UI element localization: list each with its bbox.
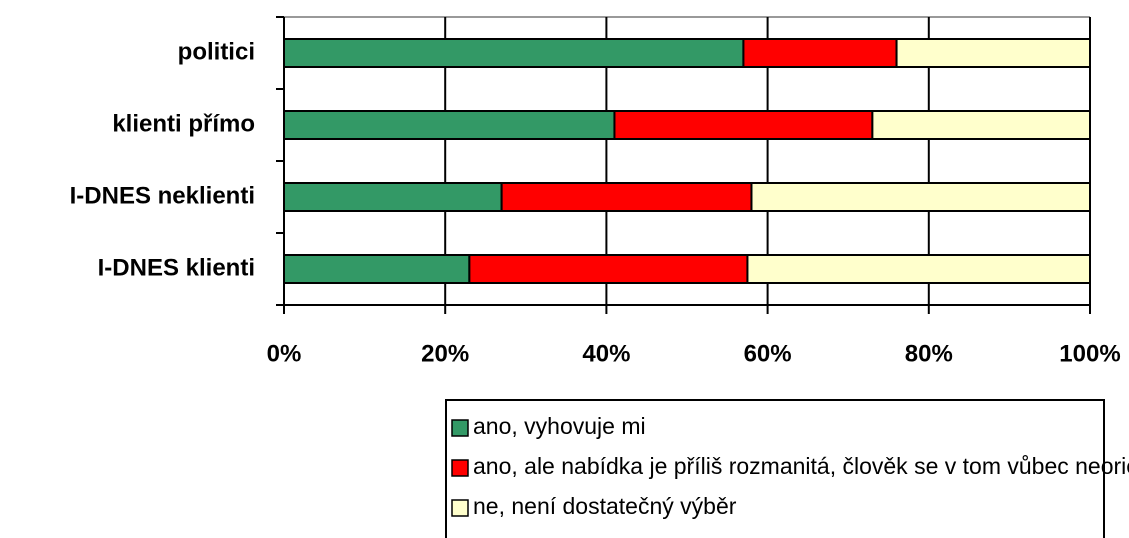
x-tick-label: 80% bbox=[905, 340, 953, 367]
legend-box bbox=[445, 399, 1105, 538]
bar-segment bbox=[750, 182, 1091, 212]
bar-segment bbox=[283, 38, 745, 68]
legend-label: ne, není dostatečný výběr bbox=[473, 493, 737, 519]
bar-segment bbox=[871, 110, 1091, 140]
bar-segment bbox=[283, 182, 503, 212]
bar-segment bbox=[468, 254, 749, 284]
bar-segment bbox=[283, 254, 471, 284]
bar-segment bbox=[895, 38, 1091, 68]
y-tick-label: klienti přímo bbox=[112, 110, 255, 137]
legend-swatch bbox=[451, 499, 469, 517]
bar-segment bbox=[742, 38, 898, 68]
legend-swatch bbox=[451, 419, 469, 437]
legend-label: ano, vyhovuje mi bbox=[473, 413, 646, 439]
y-tick-label: I-DNES neklienti bbox=[70, 182, 255, 209]
y-tick-label: politici bbox=[178, 38, 255, 65]
legend-swatch bbox=[451, 459, 469, 477]
bar-segment bbox=[283, 110, 616, 140]
x-tick-label: 60% bbox=[744, 340, 792, 367]
x-tick-label: 100% bbox=[1059, 340, 1120, 367]
x-tick-label: 40% bbox=[582, 340, 630, 367]
y-tick-label: I-DNES klienti bbox=[98, 254, 255, 281]
bar-segment bbox=[746, 254, 1091, 284]
bar-segment bbox=[500, 182, 753, 212]
x-tick-label: 0% bbox=[267, 340, 302, 367]
bar-segment bbox=[613, 110, 874, 140]
legend-label: ano, ale nabídka je příliš rozmanitá, čl… bbox=[473, 453, 1129, 479]
x-tick-label: 20% bbox=[421, 340, 469, 367]
